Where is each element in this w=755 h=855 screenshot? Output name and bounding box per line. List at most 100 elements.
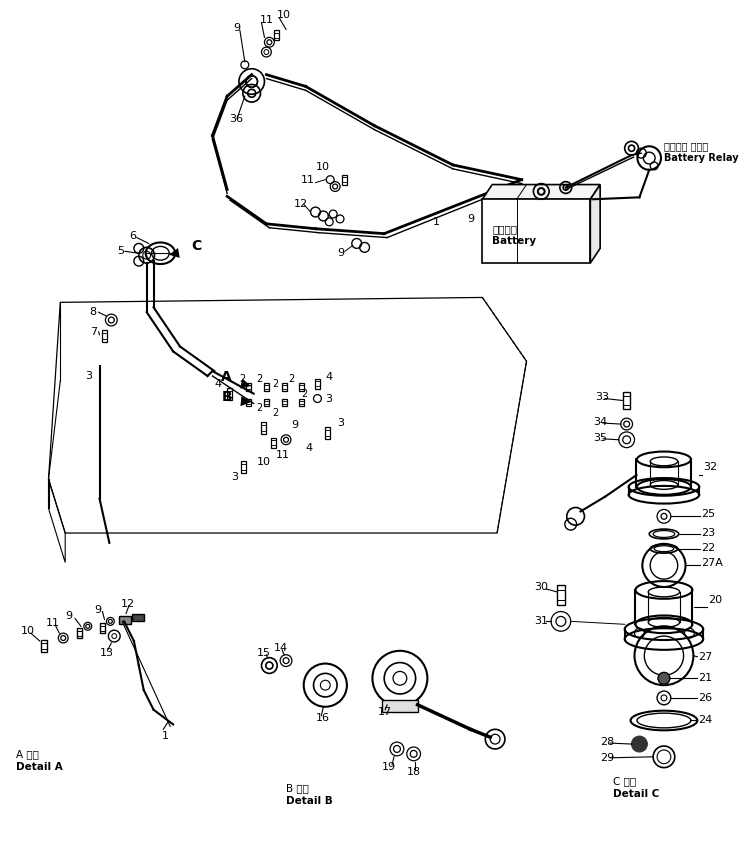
Text: 2: 2 bbox=[239, 374, 245, 384]
Text: A 詳細: A 詳細 bbox=[16, 749, 39, 759]
Text: B: B bbox=[221, 390, 232, 404]
Text: 11: 11 bbox=[45, 618, 60, 628]
Text: 2: 2 bbox=[273, 379, 279, 389]
Bar bbox=[261, 422, 266, 433]
Polygon shape bbox=[482, 199, 590, 263]
Bar bbox=[119, 616, 131, 624]
Text: Detail A: Detail A bbox=[16, 762, 63, 771]
Text: B 詳細: B 詳細 bbox=[286, 783, 309, 793]
Text: 8: 8 bbox=[90, 307, 97, 317]
Text: 3: 3 bbox=[231, 472, 238, 482]
Text: 27A: 27A bbox=[701, 558, 723, 569]
Text: Detail C: Detail C bbox=[613, 789, 659, 799]
Bar bbox=[557, 585, 565, 604]
Text: 33: 33 bbox=[595, 392, 609, 402]
Polygon shape bbox=[482, 185, 600, 199]
Text: 2: 2 bbox=[302, 389, 308, 398]
Text: 3: 3 bbox=[325, 393, 332, 404]
Bar bbox=[242, 462, 246, 473]
Text: 11: 11 bbox=[260, 15, 273, 25]
Bar bbox=[41, 640, 47, 652]
Text: 12: 12 bbox=[294, 199, 308, 209]
Text: 2: 2 bbox=[288, 374, 294, 384]
Text: 24: 24 bbox=[698, 715, 713, 724]
Text: 10: 10 bbox=[21, 626, 35, 636]
Text: 30: 30 bbox=[535, 582, 548, 592]
Text: 14: 14 bbox=[274, 643, 288, 653]
Text: 4: 4 bbox=[306, 443, 313, 452]
Text: 35: 35 bbox=[593, 433, 607, 443]
Text: 20: 20 bbox=[708, 595, 723, 604]
Text: C 詳細: C 詳細 bbox=[613, 776, 636, 787]
Text: 9: 9 bbox=[94, 604, 102, 615]
Bar bbox=[132, 614, 143, 622]
Text: 18: 18 bbox=[407, 767, 421, 776]
Text: 13: 13 bbox=[100, 648, 113, 657]
Text: Detail B: Detail B bbox=[286, 796, 333, 806]
Text: 15: 15 bbox=[257, 648, 270, 657]
Text: 12: 12 bbox=[121, 598, 135, 609]
Bar bbox=[315, 379, 320, 389]
Bar bbox=[282, 398, 287, 406]
Text: 29: 29 bbox=[600, 752, 615, 763]
Bar bbox=[282, 383, 287, 391]
Bar bbox=[274, 31, 279, 40]
Text: 9: 9 bbox=[233, 22, 240, 32]
Text: 6: 6 bbox=[129, 231, 136, 240]
Text: 2: 2 bbox=[273, 409, 279, 418]
Bar bbox=[299, 398, 304, 406]
Text: 25: 25 bbox=[701, 510, 716, 519]
Bar bbox=[382, 700, 418, 711]
Text: 27: 27 bbox=[698, 652, 713, 662]
Text: 2: 2 bbox=[257, 404, 263, 413]
Text: 9: 9 bbox=[467, 214, 475, 224]
Bar bbox=[78, 628, 82, 638]
Text: 31: 31 bbox=[535, 616, 548, 627]
Text: 1: 1 bbox=[433, 217, 440, 227]
Text: 5: 5 bbox=[117, 246, 125, 256]
Text: 34: 34 bbox=[593, 417, 608, 428]
Bar bbox=[264, 383, 269, 391]
Bar bbox=[246, 383, 251, 391]
Text: Battery: Battery bbox=[492, 237, 536, 246]
Text: 23: 23 bbox=[701, 528, 716, 538]
Bar bbox=[246, 398, 251, 406]
Text: 17: 17 bbox=[378, 707, 391, 716]
Text: 21: 21 bbox=[698, 673, 713, 683]
Text: Battery Relay: Battery Relay bbox=[664, 153, 738, 163]
Text: 10: 10 bbox=[257, 457, 270, 468]
Text: 26: 26 bbox=[698, 693, 713, 703]
Circle shape bbox=[631, 736, 647, 752]
Text: 10: 10 bbox=[277, 9, 291, 20]
Polygon shape bbox=[590, 185, 600, 263]
Bar bbox=[264, 398, 269, 406]
Text: 4: 4 bbox=[214, 379, 221, 389]
Bar bbox=[100, 623, 105, 634]
Bar bbox=[299, 383, 304, 391]
Text: 36: 36 bbox=[229, 114, 243, 124]
Text: 28: 28 bbox=[600, 737, 615, 747]
Bar bbox=[271, 438, 276, 448]
Text: 10: 10 bbox=[316, 162, 329, 172]
Text: 2: 2 bbox=[257, 374, 263, 384]
Text: 19: 19 bbox=[382, 762, 396, 771]
Text: 9: 9 bbox=[291, 420, 298, 430]
Text: バッテリ: バッテリ bbox=[492, 224, 517, 233]
Bar bbox=[226, 388, 232, 399]
Text: 9: 9 bbox=[337, 248, 344, 258]
Text: 3: 3 bbox=[85, 371, 92, 381]
Text: 32: 32 bbox=[703, 463, 717, 472]
Text: 16: 16 bbox=[316, 712, 329, 722]
Text: C: C bbox=[191, 239, 201, 253]
Text: 22: 22 bbox=[701, 543, 716, 552]
Text: A: A bbox=[221, 370, 232, 384]
Circle shape bbox=[658, 672, 670, 684]
Bar bbox=[325, 427, 330, 439]
Text: 11: 11 bbox=[276, 451, 290, 461]
Text: 4: 4 bbox=[325, 372, 332, 382]
Text: バッテリ リレー: バッテリ リレー bbox=[664, 141, 708, 151]
Bar bbox=[623, 392, 630, 410]
Text: 11: 11 bbox=[300, 174, 315, 185]
Text: 9: 9 bbox=[65, 611, 72, 622]
Text: 7: 7 bbox=[90, 327, 97, 337]
